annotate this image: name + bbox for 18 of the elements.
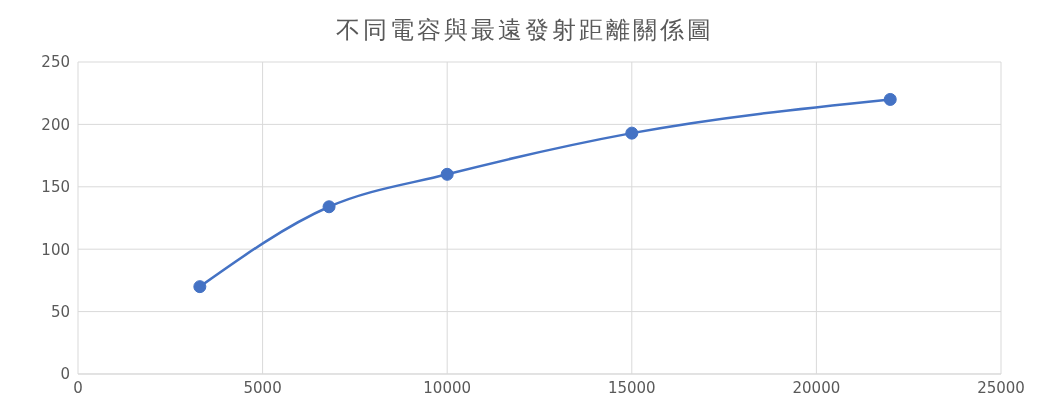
y-tick-label: 0: [60, 365, 70, 384]
y-tick-label: 50: [50, 302, 70, 321]
x-tick-label: 0: [73, 378, 83, 397]
x-tick-label: 20000: [792, 378, 841, 397]
point: [193, 280, 207, 294]
y-tick-label: 200: [41, 115, 70, 134]
x-tick-label: 25000: [977, 378, 1025, 397]
point: [625, 126, 639, 140]
point: [883, 92, 897, 106]
y-tick-label: 150: [41, 178, 70, 197]
y-tick-label: 100: [41, 240, 70, 259]
chart-title: 不同電容與最遠發射距離關係圖: [334, 15, 715, 46]
x-tick-label: 10000: [423, 378, 472, 397]
y-tick-label: 250: [41, 53, 70, 72]
point: [322, 200, 336, 214]
point: [440, 167, 454, 181]
x-tick-label: 5000: [243, 378, 282, 397]
x-tick-label: 15000: [607, 378, 656, 397]
